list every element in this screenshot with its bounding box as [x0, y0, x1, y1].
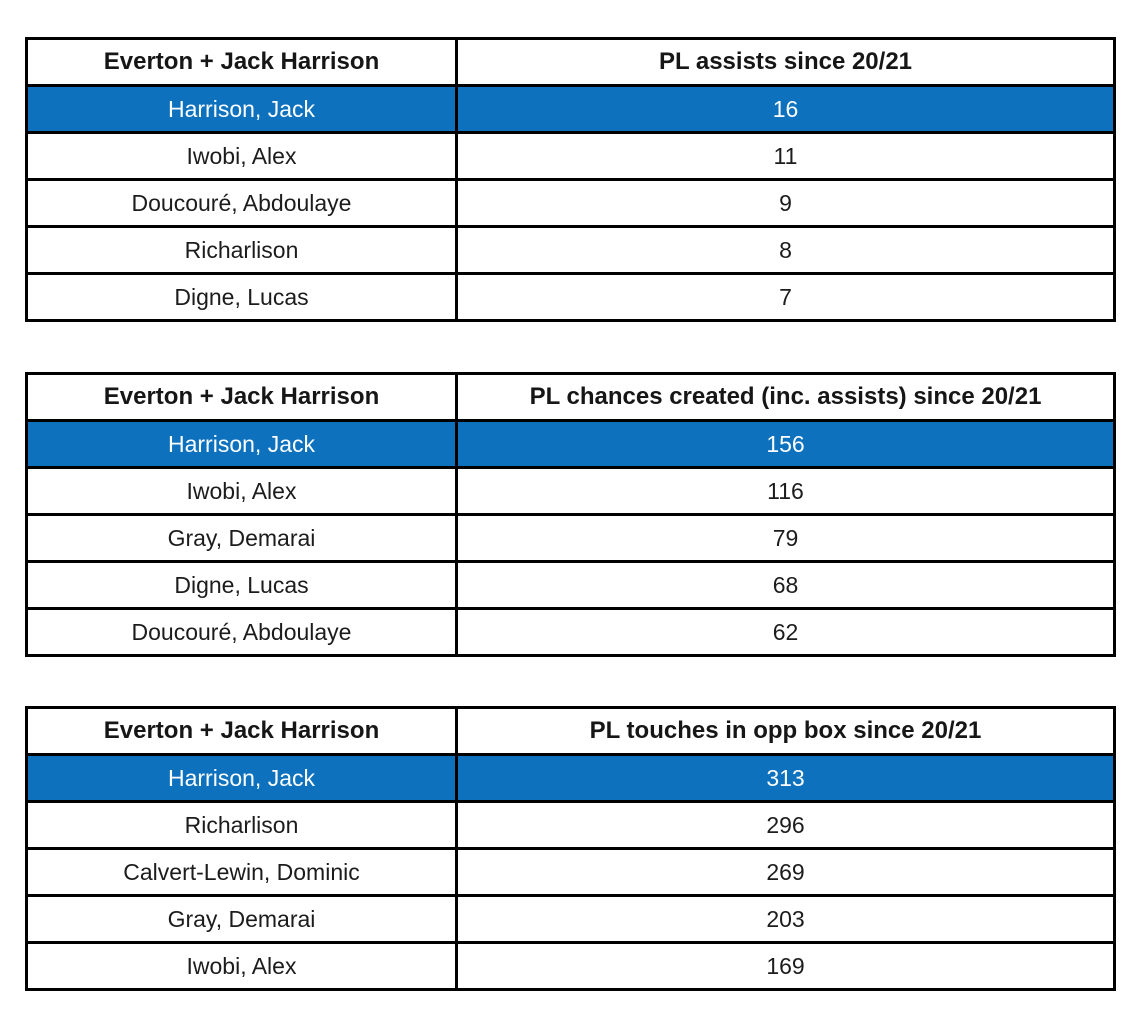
player-cell: Harrison, Jack — [25, 753, 458, 803]
value-cell: 79 — [455, 513, 1116, 563]
player-cell: Gray, Demarai — [25, 513, 458, 563]
table-row: Iwobi, Alex 169 — [25, 941, 1116, 991]
table-row: Iwobi, Alex 11 — [25, 131, 1116, 181]
team-column-header: Everton + Jack Harrison — [25, 706, 458, 756]
metric-column-header: PL chances created (inc. assists) since … — [455, 372, 1116, 422]
value-cell: 7 — [455, 272, 1116, 322]
player-cell: Gray, Demarai — [25, 894, 458, 944]
table-row: Doucouré, Abdoulaye 9 — [25, 178, 1116, 228]
table-row: Calvert-Lewin, Dominic 269 — [25, 847, 1116, 897]
table-row-highlighted: Harrison, Jack 156 — [25, 419, 1116, 469]
table-row: Gray, Demarai 79 — [25, 513, 1116, 563]
metric-column-header: PL assists since 20/21 — [455, 37, 1116, 87]
value-cell: 62 — [455, 607, 1116, 657]
everton-stats-page: Everton + Jack Harrison PL assists since… — [25, 37, 1116, 991]
value-cell: 11 — [455, 131, 1116, 181]
player-cell: Iwobi, Alex — [25, 466, 458, 516]
table-header-row: Everton + Jack Harrison PL chances creat… — [25, 372, 1116, 422]
player-cell: Doucouré, Abdoulaye — [25, 178, 458, 228]
table-row-highlighted: Harrison, Jack 313 — [25, 753, 1116, 803]
table-row-highlighted: Harrison, Jack 16 — [25, 84, 1116, 134]
table-row: Richarlison 296 — [25, 800, 1116, 850]
player-cell: Doucouré, Abdoulaye — [25, 607, 458, 657]
player-cell: Iwobi, Alex — [25, 941, 458, 991]
table-row: Digne, Lucas 7 — [25, 272, 1116, 322]
player-cell: Digne, Lucas — [25, 560, 458, 610]
pl-assists-table: Everton + Jack Harrison PL assists since… — [25, 37, 1116, 322]
table-row: Doucouré, Abdoulaye 62 — [25, 607, 1116, 657]
metric-column-header: PL touches in opp box since 20/21 — [455, 706, 1116, 756]
player-cell: Richarlison — [25, 225, 458, 275]
player-cell: Harrison, Jack — [25, 84, 458, 134]
value-cell: 203 — [455, 894, 1116, 944]
player-cell: Digne, Lucas — [25, 272, 458, 322]
table-row: Iwobi, Alex 116 — [25, 466, 1116, 516]
table-row: Richarlison 8 — [25, 225, 1116, 275]
player-cell: Richarlison — [25, 800, 458, 850]
player-cell: Iwobi, Alex — [25, 131, 458, 181]
value-cell: 16 — [455, 84, 1116, 134]
value-cell: 8 — [455, 225, 1116, 275]
player-cell: Calvert-Lewin, Dominic — [25, 847, 458, 897]
team-column-header: Everton + Jack Harrison — [25, 372, 458, 422]
table-row: Digne, Lucas 68 — [25, 560, 1116, 610]
table-header-row: Everton + Jack Harrison PL touches in op… — [25, 706, 1116, 756]
table-row: Gray, Demarai 203 — [25, 894, 1116, 944]
value-cell: 68 — [455, 560, 1116, 610]
value-cell: 116 — [455, 466, 1116, 516]
pl-touches-opp-box-table: Everton + Jack Harrison PL touches in op… — [25, 706, 1116, 991]
value-cell: 296 — [455, 800, 1116, 850]
value-cell: 156 — [455, 419, 1116, 469]
value-cell: 169 — [455, 941, 1116, 991]
team-column-header: Everton + Jack Harrison — [25, 37, 458, 87]
value-cell: 269 — [455, 847, 1116, 897]
value-cell: 313 — [455, 753, 1116, 803]
table-header-row: Everton + Jack Harrison PL assists since… — [25, 37, 1116, 87]
player-cell: Harrison, Jack — [25, 419, 458, 469]
value-cell: 9 — [455, 178, 1116, 228]
pl-chances-created-table: Everton + Jack Harrison PL chances creat… — [25, 372, 1116, 657]
